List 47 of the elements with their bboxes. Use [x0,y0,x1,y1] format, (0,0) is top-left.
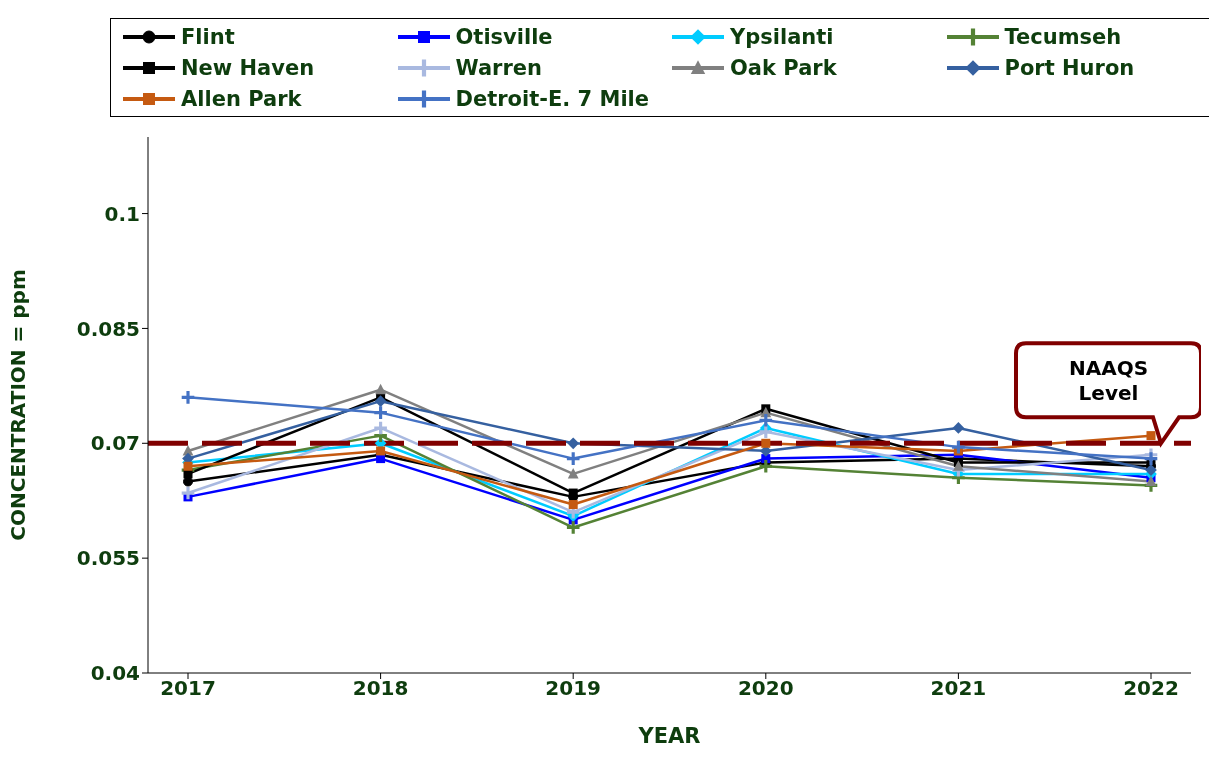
point [1145,475,1157,487]
legend-label: Warren [455,55,542,80]
legend-label: Ypsilanti [730,24,834,49]
y-axis-title: CONCENTRATION = ppm [6,269,31,541]
point [568,488,578,498]
x-tick-label: 2018 [352,676,409,701]
point [183,461,193,471]
point [952,422,965,434]
point [374,395,387,408]
point [566,452,580,465]
point [1146,431,1156,441]
point [374,421,387,435]
point [759,459,773,473]
y-tick-label: 0.04 [90,661,140,686]
point [952,440,965,454]
point [761,438,771,448]
point [375,383,386,395]
point [759,414,773,427]
x-tick-label: 2021 [930,676,987,701]
x-tick-label: 2017 [160,676,216,701]
point [953,460,964,471]
point [567,468,579,479]
y-tick-label: 0.055 [76,546,140,571]
x-axis-title: YEAR [637,724,701,748]
point [566,521,580,534]
point [1144,452,1158,465]
point [181,391,195,404]
point [181,486,195,500]
legend-label: Tecumseh [1004,24,1122,49]
ref-line-label: NAAQS Level [1068,356,1149,406]
legend-label: Flint [181,24,235,49]
legend-label: Otisville [455,24,553,49]
point [374,406,387,419]
y-tick-label: 0.1 [104,201,140,226]
x-tick-label: 2020 [737,676,794,701]
x-tick-label: 2022 [1123,676,1179,701]
legend-label: Oak Park [730,55,837,80]
x-tick-label: 2019 [545,676,602,701]
legend-label: Port Huron [1004,55,1135,80]
y-tick-label: 0.085 [76,316,140,341]
point [376,446,386,456]
legend-label: Detroit-E. 7 Mile [455,86,650,111]
y-tick-label: 0.07 [90,431,140,456]
legend-label: Allen Park [181,86,302,111]
point [567,437,580,450]
point [568,500,578,510]
legend-label: New Haven [181,55,315,80]
